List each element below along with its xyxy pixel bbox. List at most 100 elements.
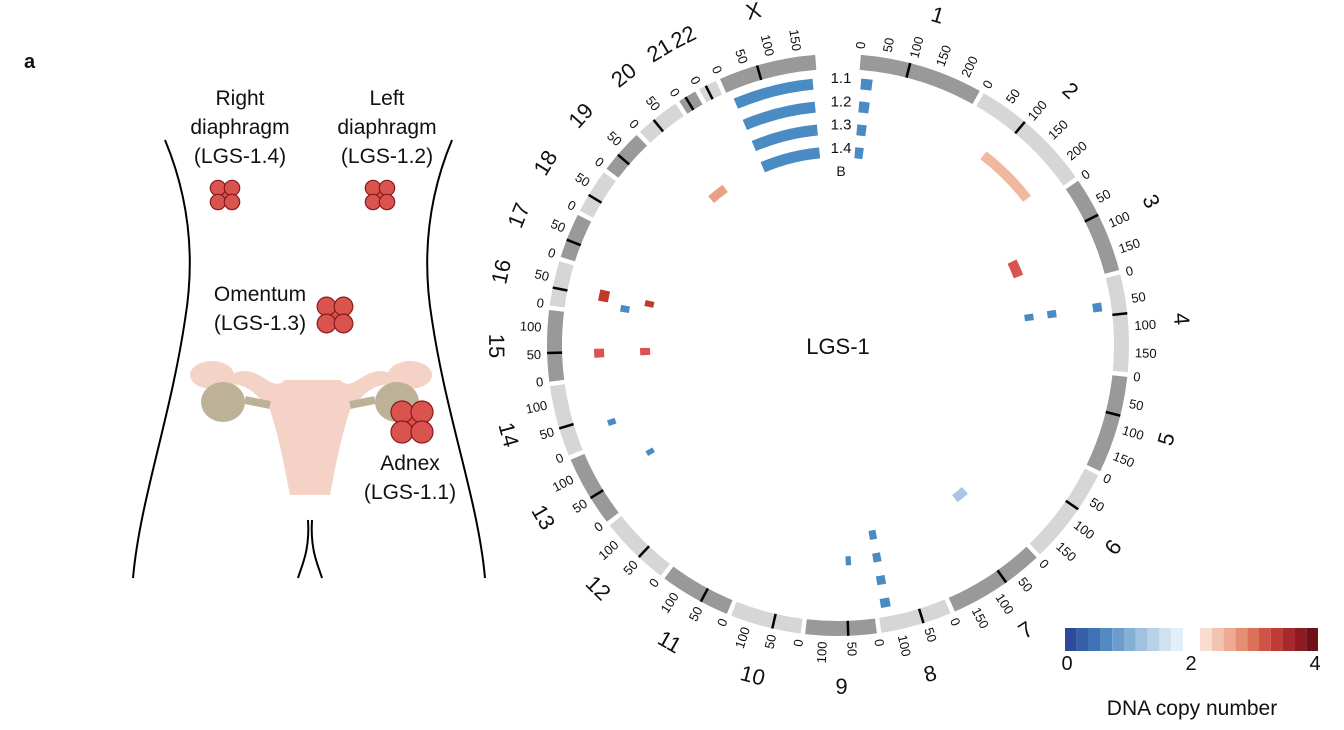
- tick-label: 50: [880, 37, 897, 54]
- tick-label: 0: [1036, 556, 1052, 572]
- centromere: [684, 96, 695, 111]
- tumor-lobe: [410, 420, 434, 444]
- tick-label: 0: [536, 295, 545, 311]
- tick-label: 0: [1133, 369, 1142, 385]
- site-label: (LGS-1.1): [364, 481, 456, 504]
- centromere: [589, 489, 604, 500]
- tick-label: 0: [646, 575, 662, 590]
- site-label: diaphragm: [190, 116, 289, 139]
- circos-plot: 0 50 100 150 2001050100150200205010015030501…: [484, 0, 1194, 699]
- sample-label: 1.4: [831, 140, 852, 157]
- tick-label: 200: [958, 54, 981, 80]
- colorbar-tick-label: 4: [1309, 653, 1320, 675]
- tick-label: 100: [1025, 97, 1051, 123]
- tick-label: 0: [979, 77, 996, 91]
- tick-label: 0: [565, 197, 578, 214]
- site-label: (LGS-1.4): [194, 145, 286, 168]
- chromosome-label: 13: [526, 500, 560, 534]
- tick-label: 0: [714, 616, 731, 628]
- tick-label: 0: [591, 519, 606, 535]
- site-label: (LGS-1.3): [214, 312, 306, 335]
- tick-label: 100: [732, 625, 753, 650]
- centromere: [1065, 499, 1079, 511]
- tick-label: 0: [592, 154, 607, 170]
- sample-label: 1.2: [831, 93, 852, 110]
- tick-label: 100: [895, 633, 914, 657]
- chromosome-label: 17: [502, 199, 534, 231]
- centromere: [704, 85, 714, 100]
- centromere: [846, 620, 850, 636]
- cn-segment: [1092, 302, 1103, 313]
- tick-label: 100: [519, 318, 542, 334]
- tick-label: 100: [814, 641, 830, 663]
- tick-label: 0: [1101, 470, 1114, 487]
- site-label: Left: [369, 87, 404, 110]
- colorbar-cell: [1147, 628, 1160, 651]
- colorbar-cell: [1171, 628, 1183, 651]
- chromosome-band: [805, 618, 877, 636]
- tick-label: 50: [844, 641, 860, 656]
- tick-label: 50: [1093, 186, 1113, 206]
- tick-label: 50: [526, 347, 541, 362]
- panel-label: a: [24, 51, 36, 73]
- colorbar-cell: [1088, 628, 1101, 651]
- chromosome-band: [699, 80, 723, 103]
- tick-label: 50: [1087, 494, 1107, 514]
- chromosome-band: [549, 384, 583, 456]
- tick-label: 100: [657, 590, 681, 616]
- chromosome-band: [720, 54, 817, 93]
- center-label: LGS-1: [806, 334, 870, 359]
- cn-segment: [742, 101, 816, 131]
- chromosome-band: [547, 309, 565, 382]
- chromosome-band: [1029, 468, 1099, 555]
- cn-segment: [644, 300, 655, 308]
- tick-label: 100: [993, 591, 1017, 617]
- anatomy-labels: Right diaphragm (LGS-1.4) Left diaphragm (LGS…: [190, 87, 456, 504]
- chromosome-label: 12: [581, 570, 616, 605]
- colorbar-cell: [1135, 628, 1148, 651]
- centromere: [637, 545, 650, 558]
- site-label: Omentum: [214, 283, 306, 306]
- tick-label: 0: [667, 85, 684, 99]
- colorbar-title: DNA copy number: [1107, 697, 1277, 720]
- chromosome-band: [560, 214, 592, 262]
- chromosome-band: [1065, 180, 1120, 274]
- colorbar-legend: 0 2 4 DNA copy number: [1061, 628, 1321, 720]
- tumor-lobe: [364, 193, 382, 211]
- cn-segment: [751, 124, 819, 152]
- cn-segment: [1046, 309, 1057, 319]
- chromosome-band: [1105, 274, 1129, 373]
- colorbar-cell: [1270, 628, 1283, 651]
- centromere: [588, 193, 603, 204]
- site-label: Adnex: [380, 452, 440, 475]
- tumor-lobe: [390, 420, 414, 444]
- chromosome-label: 15: [484, 334, 509, 359]
- tick-label: 50: [620, 557, 641, 578]
- centromere: [552, 286, 568, 292]
- tick-label: 50: [572, 169, 592, 189]
- tick-label: 50: [1015, 574, 1036, 595]
- tick-label: 150: [1135, 345, 1157, 361]
- centromere: [652, 119, 665, 133]
- colorbar-cell: [1159, 628, 1172, 651]
- tumor-lobe: [209, 193, 227, 211]
- sample-label: 1.3: [831, 117, 852, 134]
- chromosome-label: X: [743, 0, 764, 25]
- chromosome-band: [609, 516, 670, 576]
- cn-segment: [868, 529, 878, 540]
- chromosome-label: 18: [528, 146, 562, 180]
- tick-label: 150: [969, 605, 992, 631]
- tick-label: 0: [853, 41, 869, 49]
- cn-segment: [854, 147, 864, 160]
- chromosome-label: 10: [738, 660, 768, 690]
- tumor-icons: [209, 179, 434, 444]
- tumor-lobe: [223, 193, 241, 211]
- centromere: [996, 569, 1008, 584]
- tick-label: 150: [1045, 117, 1071, 143]
- centromere: [1105, 410, 1121, 417]
- chromosome-band: [679, 91, 703, 114]
- cn-segment: [598, 289, 611, 303]
- tick-label: 100: [1106, 208, 1132, 230]
- tick-label: 0: [687, 74, 704, 88]
- chromosome-label: 14: [493, 420, 524, 450]
